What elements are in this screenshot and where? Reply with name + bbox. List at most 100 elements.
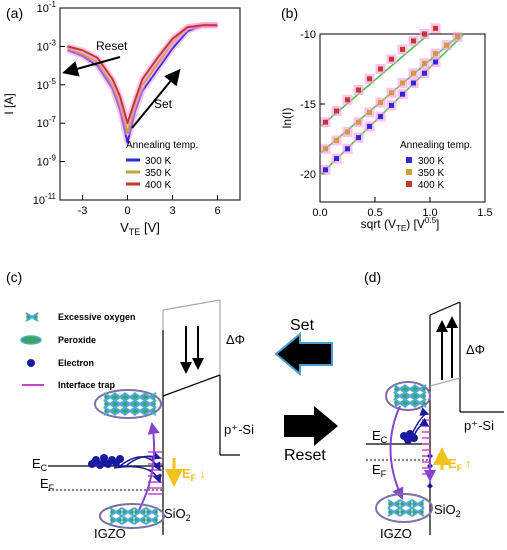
- plot-b-point: [422, 31, 427, 37]
- plot-b-point: [367, 76, 372, 82]
- legend-b-entry: 400 K: [418, 180, 444, 191]
- set-arrow: [131, 68, 181, 129]
- plot-b-point: [378, 114, 383, 120]
- plot-b-point: [345, 129, 350, 135]
- oxide-top-grey: [162, 299, 221, 311]
- excessive-oxygen-icon: [411, 499, 425, 509]
- plot-a-ytick-label: 10-11: [33, 192, 57, 207]
- legend-b-entry: 350 K: [418, 168, 444, 179]
- set-big-arrow: [274, 331, 333, 377]
- band-diagram-d: ΔΦ EF ↑ EC EF p⁺-Si SiO2 IGZO: [366, 301, 504, 541]
- set-label: Set: [290, 317, 315, 334]
- plot-b-point: [334, 137, 339, 143]
- plot-b-ytick-label: -10: [300, 29, 316, 41]
- plot-a-ylabel: I [A]: [2, 93, 16, 114]
- set-reset-arrows: Set Reset: [274, 317, 338, 464]
- band-diagram-c: ΔΦ EF ↓ EC EF p⁺-Si SiO2 IGZO: [32, 299, 254, 541]
- plot-b-point: [389, 102, 394, 108]
- plot-a-series-halo: [66, 22, 218, 127]
- plot-b-point: [400, 46, 405, 52]
- plot-b-point: [433, 51, 438, 57]
- panel-label-a: (a): [6, 5, 23, 21]
- oxygen-cluster-c: [99, 503, 165, 529]
- electrons-d: [400, 430, 433, 489]
- peroxide-cluster-c: [94, 389, 162, 419]
- plot-b-ytick-label: -20: [300, 169, 316, 181]
- legend-a-entry: 300 K: [145, 156, 171, 167]
- plot-b-point: [411, 70, 416, 76]
- plot-b-point: [433, 25, 438, 31]
- annotation-set: Set: [154, 97, 173, 111]
- plot-b-point: [411, 38, 416, 44]
- excessive-oxygen-icon: [387, 507, 401, 517]
- plot-a-ytick-label: 10-9: [37, 154, 57, 169]
- excessive-oxygen-icon: [145, 507, 159, 517]
- excessive-oxygen-icon: [133, 515, 147, 525]
- peroxide-icon: [413, 398, 427, 408]
- oxide-top-black: [162, 374, 221, 397]
- plot-a-ytick-label: 10-1: [37, 0, 57, 15]
- plot-b-point: [378, 66, 383, 72]
- sio2-label-c: SiO2: [164, 506, 191, 523]
- plot-a-frame: [59, 7, 241, 201]
- plot-b-point: [345, 146, 350, 152]
- plot-b-ytick-label: -15: [300, 99, 316, 111]
- plot-b-point: [433, 59, 438, 65]
- plot-b-point: [323, 167, 328, 173]
- delta-phi-c: ΔΦ: [226, 332, 245, 347]
- legend-a-title: Annealing temp.: [126, 140, 198, 151]
- excessive-oxygen-icon: [25, 312, 39, 322]
- plot-a-xlabel: VTE [V]: [120, 220, 160, 237]
- panel-label-b: (b): [281, 5, 298, 21]
- panel-b: (b) 0.0 0.5 1.0 1.5 -10 -15 -20 Annealing temp…: [280, 5, 493, 233]
- oxygen-migration-arc-d: [389, 405, 404, 500]
- plot-a-ytick-label: 10-3: [37, 38, 57, 53]
- oxide-top-grey-d: [429, 377, 461, 387]
- excessive-oxygen-icon: [121, 507, 135, 517]
- plot-b-point: [422, 60, 427, 66]
- excessive-oxygen-icon: [109, 515, 123, 525]
- excessive-oxygen-icon: [399, 499, 413, 509]
- legend-b-entry: 300 K: [418, 156, 444, 167]
- legend-b-swatch: [406, 169, 412, 175]
- legend-b-swatch: [406, 157, 412, 163]
- sio2-label-d: SiO2: [434, 502, 461, 519]
- electron-icon: [27, 359, 35, 367]
- ef-label-c: EF: [40, 476, 55, 493]
- igzo-label-d: IGZO: [380, 526, 412, 541]
- excessive-oxygen-icon: [109, 507, 123, 517]
- legend-b-title: Annealing temp.: [400, 140, 472, 151]
- delta-phi-d: ΔΦ: [466, 342, 485, 357]
- trapped-electron-icon: [427, 483, 433, 489]
- oxygen-group-d: [387, 499, 425, 517]
- legend-a-entry: 350 K: [145, 168, 171, 179]
- tunneling-arc-3: [113, 465, 162, 484]
- plot-a-ytick-label: 10-5: [37, 77, 57, 92]
- psi-label-c: p⁺-Si: [224, 422, 254, 437]
- electron-icon: [116, 455, 124, 463]
- excessive-oxygen-icon: [145, 515, 159, 525]
- plot-b-xtick-label: 0.0: [312, 207, 327, 219]
- ef-arrow-label-d: EF ↑: [448, 456, 472, 473]
- plot-b-ylabel: ln(I): [280, 108, 294, 129]
- ec-label-c: EC: [32, 456, 48, 473]
- electrons-c: [88, 454, 124, 469]
- legend-electron: Electron: [58, 358, 94, 368]
- panel-d: (d) ΔΦ EF ↑ EC EF p: [364, 269, 504, 541]
- plot-a-series: [66, 22, 218, 146]
- plot-b-point: [367, 109, 372, 115]
- plot-b-point: [323, 146, 328, 152]
- plot-a-xtick-label: 3: [169, 205, 175, 217]
- electron-icon: [100, 458, 108, 466]
- excessive-oxygen-icon: [399, 507, 413, 517]
- tunneling-arc-d1: [411, 417, 430, 441]
- tunneling-arc-2: [119, 456, 161, 472]
- plot-b-point: [356, 87, 361, 93]
- plot-b-xtick-label: 0.5: [367, 207, 382, 219]
- reset-arrow: [62, 56, 121, 77]
- plot-b-ticks: 0.0 0.5 1.0 1.5 -10 -15 -20: [300, 29, 493, 219]
- oxide-top-d: [429, 301, 461, 316]
